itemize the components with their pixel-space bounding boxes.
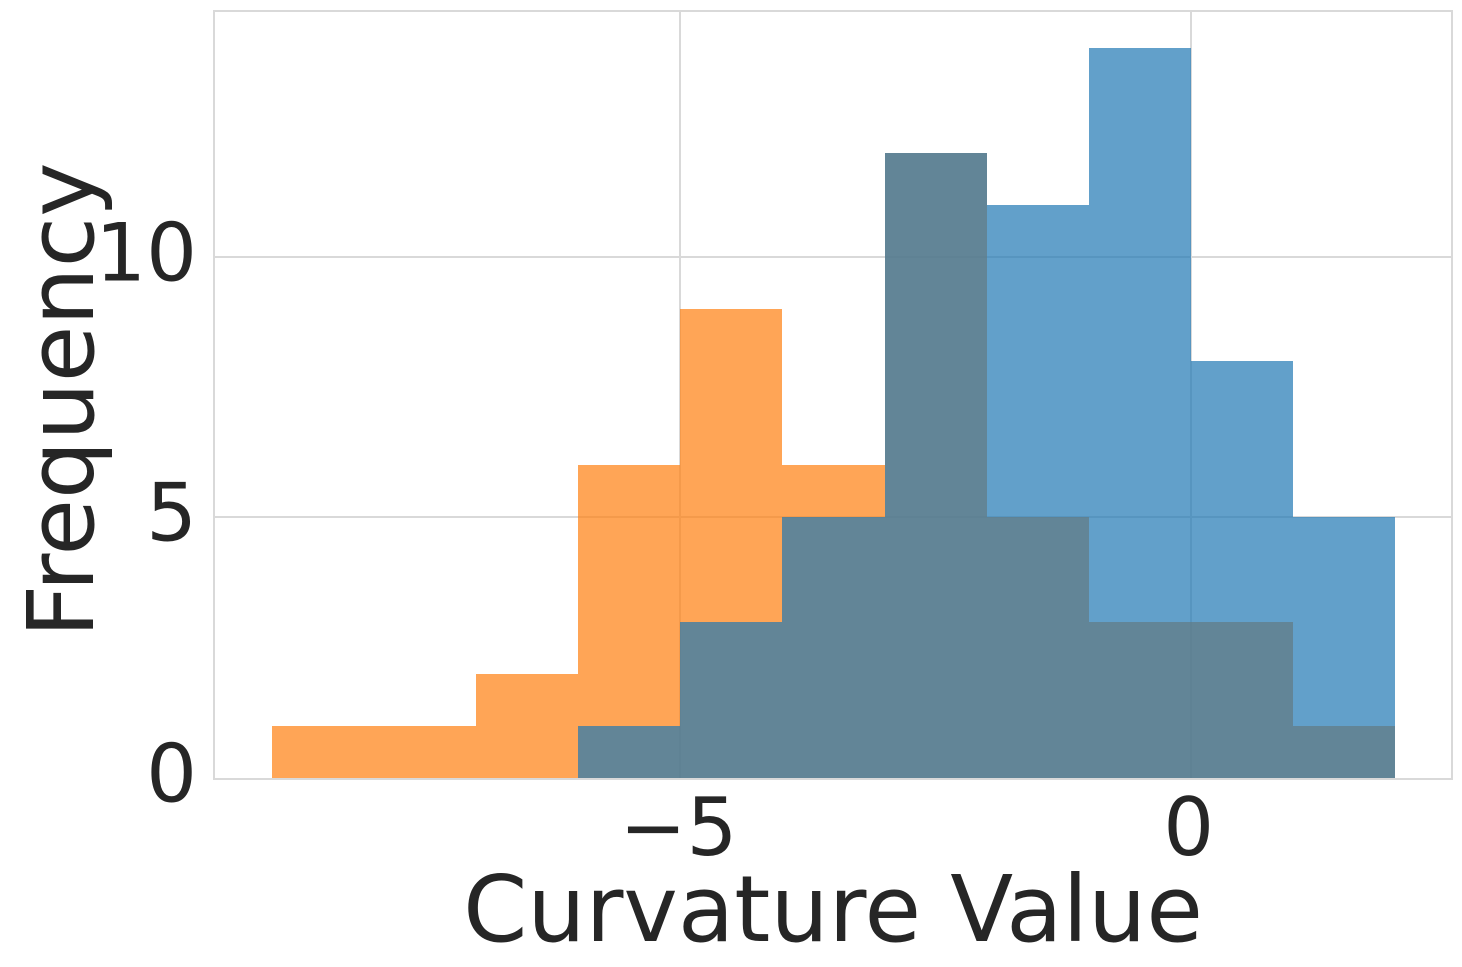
x-axis-label: Curvature Value	[463, 856, 1203, 963]
orange-histogram-bar	[476, 673, 579, 778]
y-tick-label-10: 10	[95, 206, 197, 300]
y-tick-label-0: 0	[146, 727, 197, 821]
y-tick-label-5: 5	[146, 466, 197, 560]
orange-histogram-bar	[272, 725, 375, 778]
blue-histogram-bar	[1292, 517, 1395, 778]
blue-histogram-bar	[782, 517, 885, 778]
blue-histogram-bar	[1088, 48, 1191, 778]
x-tick-label-0: 0	[1163, 781, 1215, 874]
gridline-y-10	[215, 255, 1451, 258]
blue-histogram-bar	[578, 725, 681, 778]
y-axis-label: Frequency	[8, 162, 115, 638]
blue-histogram-bar	[1190, 361, 1293, 778]
blue-histogram-bar	[680, 621, 783, 778]
x-tick-label--5: −5	[619, 781, 738, 874]
blue-histogram-bar	[986, 204, 1089, 778]
orange-histogram-bar	[578, 465, 681, 778]
blue-histogram-bar	[884, 152, 987, 778]
orange-histogram-bar	[374, 725, 477, 778]
plot-area	[213, 10, 1453, 780]
